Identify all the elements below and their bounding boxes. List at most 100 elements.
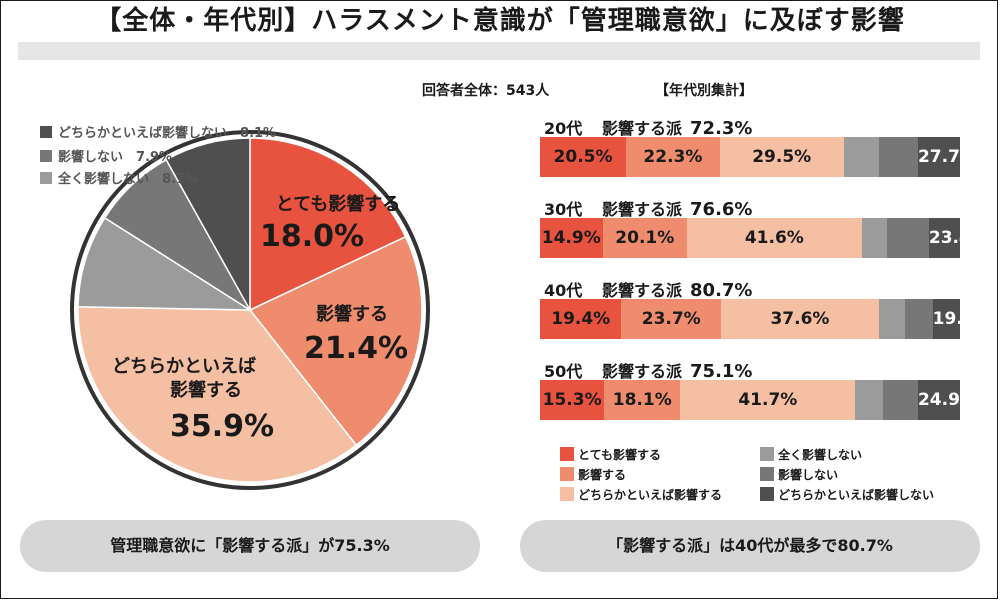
legend-swatch	[560, 487, 574, 501]
segment-somewhat-not: 23.4	[928, 218, 971, 258]
segment-somewhat-affects: 41.6%	[686, 218, 862, 258]
legend-label: 影響する	[578, 468, 627, 482]
stacked-bar: 19.4% 23.7% 37.6% 19.3	[540, 299, 975, 339]
legend-label: どちらかといえば影響する	[578, 488, 723, 502]
slice-affects	[248, 235, 423, 447]
segment-affects: 22.3%	[626, 137, 720, 177]
segment-label: 41.7%	[738, 390, 798, 410]
influence-total: 76.6%	[690, 199, 753, 220]
segment-somewhat-not: 27.7	[917, 137, 960, 177]
segment-somewhat-affects: 29.5%	[719, 137, 844, 177]
group-label: 影響する派	[602, 119, 683, 138]
callout-by-age: 「影響する派」は40代が最多で80.7%	[520, 520, 980, 572]
legend-item-somewhat-not: どちらかといえば影響しない	[760, 486, 934, 503]
segment-label: 15.3%	[542, 390, 602, 410]
segment-not-affect	[886, 218, 929, 258]
by-age-label: 【年代別集計】	[655, 83, 753, 99]
legend-label: 全く影響しない	[778, 448, 863, 462]
legend-swatch	[40, 150, 52, 162]
slice-not-at-all	[77, 216, 253, 311]
segment-somewhat-affects: 41.7%	[680, 380, 856, 420]
stacked-bar: 20.5% 22.3% 29.5% 27.7	[540, 137, 960, 177]
pie-legend-item-not-at-all: 全く影響しない 8.7%	[40, 168, 198, 187]
legend-swatch	[760, 447, 774, 461]
segment-label: 41.6%	[744, 228, 804, 248]
bar-header: 40代 影響する派 80.7%	[544, 277, 752, 301]
pie-label-very-affects: とても影響する	[276, 193, 401, 215]
segment-not-at-all	[861, 218, 887, 258]
legend-swatch	[40, 172, 52, 184]
callout-overall: 管理職意欲に「影響する派」が75.3%	[20, 520, 480, 572]
segment-label: 19.4%	[551, 309, 611, 329]
legend-swatch	[560, 467, 574, 481]
segment-label: 20.1%	[615, 228, 675, 248]
bar-header: 20代 影響する派 72.3%	[544, 115, 752, 139]
pie-label-somewhat-affects: どちらかといえば	[112, 356, 256, 377]
influence-total: 80.7%	[690, 280, 753, 301]
segment-not-at-all	[878, 299, 906, 339]
segment-label: 20.5%	[553, 147, 613, 167]
legend-swatch	[40, 126, 52, 138]
group-label: 影響する派	[602, 200, 683, 219]
pie-label-affects: 影響する	[316, 303, 388, 325]
slice-somewhat-affects	[77, 305, 358, 483]
bar-header: 50代 影響する派 75.1%	[544, 358, 752, 382]
legend-label: どちらかといえば影響しない	[58, 126, 228, 141]
legend-item-somewhat-affects: どちらかといえば影響する	[560, 486, 722, 503]
age-label: 50代	[544, 362, 583, 381]
legend-label: どちらかといえば影響しない	[778, 488, 935, 502]
segment-label: 24.9	[917, 390, 960, 410]
segment-not-affect	[905, 299, 933, 339]
segment-somewhat-affects: 37.6%	[721, 299, 879, 339]
segment-very-affects: 19.4%	[540, 299, 622, 339]
stacked-bar: 15.3% 18.1% 41.7% 24.9	[540, 380, 960, 420]
segment-label: 37.6%	[770, 309, 830, 329]
group-label: 影響する派	[602, 281, 683, 300]
legend-value: 7.9%	[136, 150, 173, 165]
segment-very-affects: 14.9%	[540, 218, 603, 258]
segment-not-affect	[882, 380, 918, 420]
legend-value: 8.7%	[162, 172, 199, 187]
segment-affects: 23.7%	[621, 299, 721, 339]
segment-not-at-all	[843, 137, 880, 177]
slice-very-affects	[249, 137, 407, 312]
title-underline-bar	[18, 42, 980, 60]
pie-value-very-affects: 18.0%	[260, 219, 364, 254]
legend-item-not-at-all: 全く影響しない	[760, 446, 862, 463]
legend-label: とても影響する	[578, 448, 662, 462]
chart-title: 【全体・年代別】ハラスメント意識が「管理職意欲」に及ぼす影響	[95, 6, 905, 36]
segment-not-at-all	[855, 380, 883, 420]
pie-label-somewhat-affects-2: 影響する	[170, 379, 242, 401]
legend-item-affects: 影響する	[560, 466, 626, 483]
influence-total: 75.1%	[690, 361, 753, 382]
legend-value: 8.1%	[240, 126, 277, 141]
segment-not-affect	[879, 137, 918, 177]
segment-label: 23.4	[928, 228, 971, 248]
segment-affects: 18.1%	[604, 380, 681, 420]
segment-label: 29.5%	[752, 147, 812, 167]
pie-value-affects: 21.4%	[304, 331, 408, 366]
segment-label: 19.3	[932, 309, 975, 329]
age-label: 20代	[544, 119, 583, 138]
pie-legend-item-not-affect: 影響しない 7.9%	[40, 146, 172, 165]
respondent-count: 回答者全体：543人	[422, 83, 550, 99]
pie-value-somewhat-affects: 35.9%	[170, 409, 274, 444]
pie-outer-ring	[70, 130, 430, 490]
legend-swatch	[560, 447, 574, 461]
slice-somewhat-not	[165, 137, 251, 313]
segment-very-affects: 20.5%	[540, 137, 627, 177]
legend-swatch	[760, 487, 774, 501]
legend-item-very-affects: とても影響する	[560, 446, 661, 463]
pie-legend-item-somewhat-not: どちらかといえば影響しない 8.1%	[40, 122, 276, 141]
bar-header: 30代 影響する派 76.6%	[544, 196, 752, 220]
legend-item-not-affect: 影響しない	[760, 466, 838, 483]
legend-label: 影響しない	[778, 468, 839, 482]
legend-swatch	[760, 467, 774, 481]
segment-label: 27.7	[917, 147, 960, 167]
stacked-bar: 14.9% 20.1% 41.6% 23.4	[540, 218, 971, 258]
age-label: 40代	[544, 281, 583, 300]
segment-label: 23.7%	[641, 309, 701, 329]
segment-very-affects: 15.3%	[540, 380, 605, 420]
